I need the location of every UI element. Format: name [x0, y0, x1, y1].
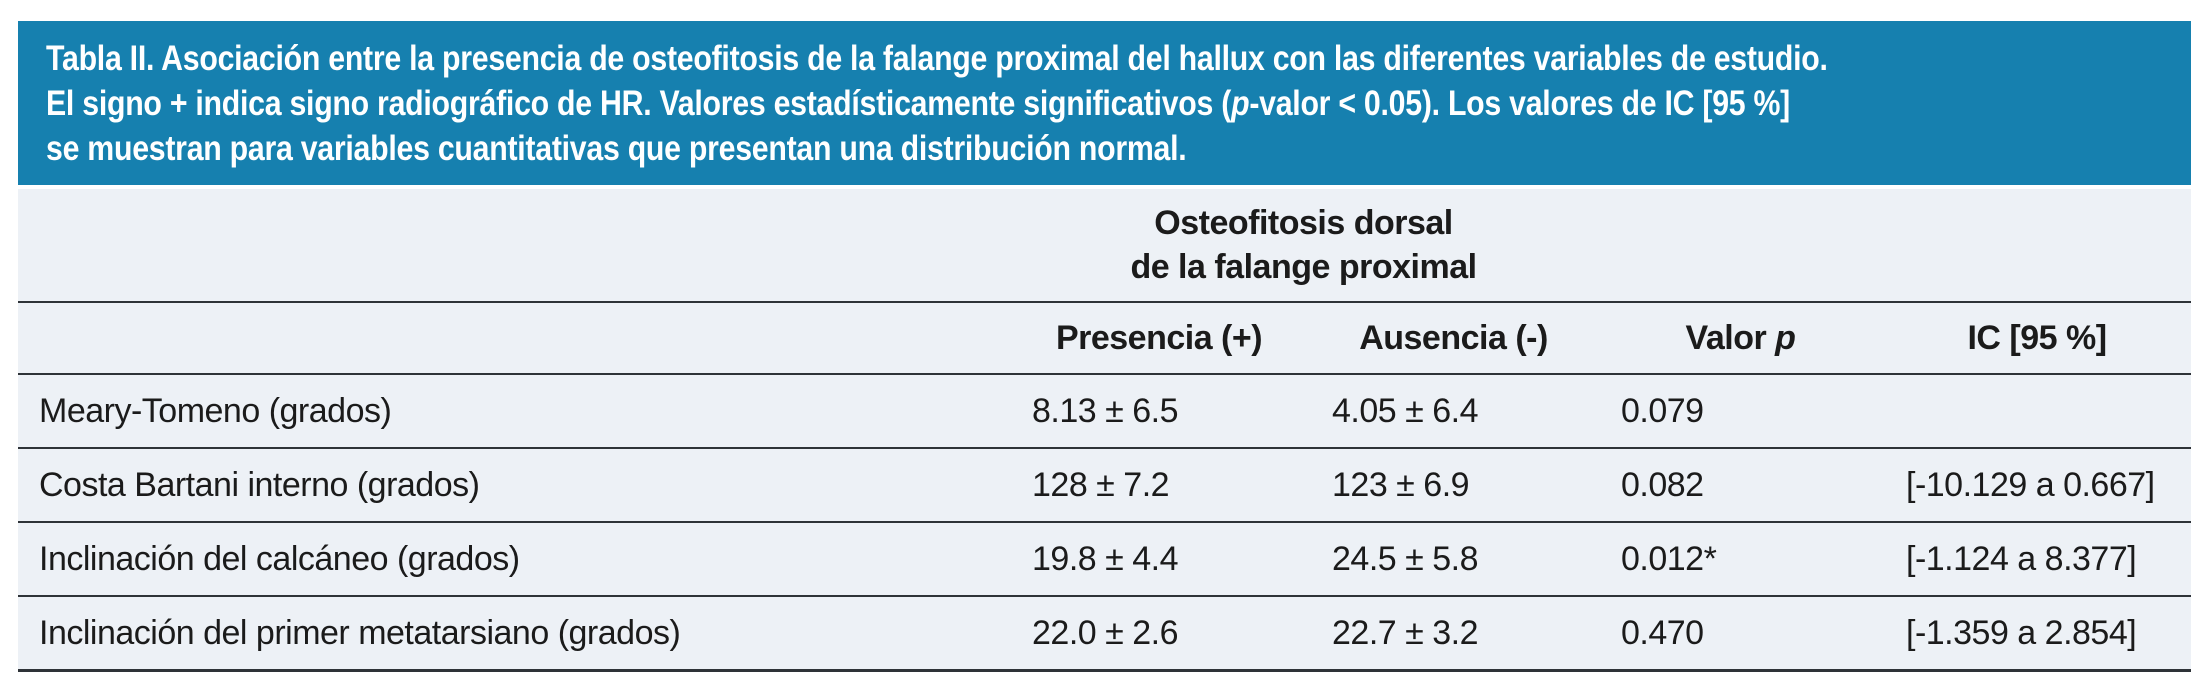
group-header-line-2: de la falange proximal	[1130, 248, 1477, 286]
cell-ic: [-10.129 a 0.667]	[1883, 448, 2191, 523]
caption-line-3-text: se muestran para variables cuantitativas…	[46, 129, 1187, 168]
table-column-header-row: Presencia (+) Ausencia (-) Valor p IC [9…	[18, 302, 2191, 375]
group-header-cell: Osteofitosis dorsal de la falange proxim…	[1009, 189, 1598, 303]
table-row-costa-bartani: Costa Bartani interno (grados) 128 ± 7.2…	[18, 448, 2191, 523]
caption-line-3: se muestran para variables cuantitativas…	[46, 126, 1877, 171]
caption-line-2-text-pre: El signo + indica signo radiográfico de …	[46, 84, 1232, 123]
row-label: Inclinación del primer metatarsiano (gra…	[18, 596, 1009, 672]
column-header-presencia: Presencia (+)	[1009, 302, 1309, 375]
column-header-valor-text: Valor	[1685, 318, 1776, 357]
cell-presencia: 19.8 ± 4.4	[1009, 522, 1309, 597]
cell-ausencia: 123 ± 6.9	[1309, 448, 1598, 523]
table-group-header-row: Osteofitosis dorsal de la falange proxim…	[18, 189, 2191, 303]
cell-valor-p: 0.012*	[1598, 522, 1883, 597]
cell-ausencia: 4.05 ± 6.4	[1309, 374, 1598, 449]
cell-presencia: 8.13 ± 6.5	[1009, 374, 1309, 449]
cell-ic	[1883, 374, 2191, 449]
column-header-empty	[18, 302, 1009, 375]
row-label: Inclinación del calcáneo (grados)	[18, 522, 1009, 597]
cell-ausencia: 22.7 ± 3.2	[1309, 596, 1598, 672]
caption-line-1: Tabla II. Asociación entre la presencia …	[46, 36, 1877, 81]
row-label: Costa Bartani interno (grados)	[18, 448, 1009, 523]
group-header-empty-left	[18, 189, 1009, 303]
column-header-valor-p: Valor p	[1598, 302, 1883, 375]
column-header-italic-p: p	[1775, 318, 1796, 357]
column-header-ausencia: Ausencia (-)	[1309, 302, 1598, 375]
cell-valor-p: 0.470	[1598, 596, 1883, 672]
table-row-inclinacion-primer-metatarsiano: Inclinación del primer metatarsiano (gra…	[18, 596, 2191, 672]
group-header-line-1: Osteofitosis dorsal	[1154, 204, 1453, 242]
cell-presencia: 128 ± 7.2	[1009, 448, 1309, 523]
caption-italic-p: p	[1231, 84, 1250, 123]
caption-line-1-text: Tabla II. Asociación entre la presencia …	[46, 39, 1828, 78]
caption-line-2-text-post: -valor < 0.05). Los valores de IC [95 %]	[1249, 84, 1791, 123]
table-caption: Tabla II. Asociación entre la presencia …	[18, 21, 2191, 185]
results-table: Osteofitosis dorsal de la falange proxim…	[18, 189, 2191, 672]
row-label: Meary-Tomeno (grados)	[18, 374, 1009, 449]
column-header-ic: IC [95 %]	[1883, 302, 2191, 375]
group-header-empty-ic	[1883, 189, 2191, 303]
cell-ausencia: 24.5 ± 5.8	[1309, 522, 1598, 597]
cell-ic: [-1.359 a 2.854]	[1883, 596, 2191, 672]
cell-ic: [-1.124 a 8.377]	[1883, 522, 2191, 597]
group-header-empty-valor-p	[1598, 189, 1883, 303]
cell-presencia: 22.0 ± 2.6	[1009, 596, 1309, 672]
table-row-inclinacion-calcaneo: Inclinación del calcáneo (grados) 19.8 ±…	[18, 522, 2191, 597]
table-row-meary-tomeno: Meary-Tomeno (grados) 8.13 ± 6.5 4.05 ± …	[18, 374, 2191, 449]
cell-valor-p: 0.079	[1598, 374, 1883, 449]
cell-valor-p: 0.082	[1598, 448, 1883, 523]
caption-line-2: El signo + indica signo radiográfico de …	[46, 81, 1877, 126]
